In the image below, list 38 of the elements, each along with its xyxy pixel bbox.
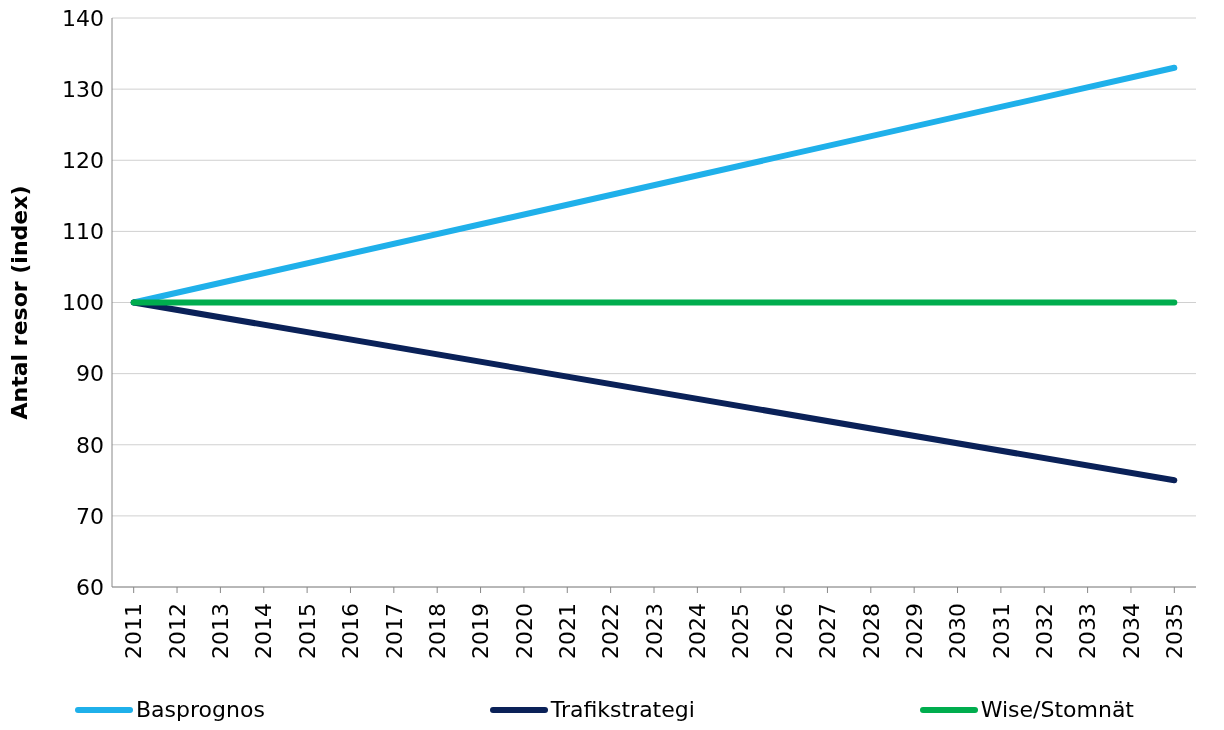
x-tick-label: 2021 xyxy=(554,603,580,659)
x-tick-label: 2030 xyxy=(945,603,971,659)
x-tick-label: 2027 xyxy=(815,603,841,659)
x-tick-label: 2018 xyxy=(424,603,450,659)
y-tick-label: 120 xyxy=(62,148,104,174)
x-tick-label: 2024 xyxy=(685,603,711,659)
y-tick-label: 100 xyxy=(62,290,104,316)
x-tick-label: 2022 xyxy=(598,603,624,659)
x-tick-label: 2016 xyxy=(338,603,364,659)
x-tick-label: 2017 xyxy=(381,603,407,659)
y-tick-label: 80 xyxy=(76,432,104,458)
x-tick-label: 2031 xyxy=(988,603,1014,659)
x-tick-label: 2035 xyxy=(1162,603,1188,659)
x-tick-label: 2012 xyxy=(164,603,190,659)
y-tick-label: 130 xyxy=(62,76,104,102)
x-tick-label: 2011 xyxy=(121,603,147,659)
x-tick-label: 2013 xyxy=(208,603,234,659)
y-tick-label: 60 xyxy=(76,574,104,600)
y-tick-label: 90 xyxy=(76,361,104,387)
legend-label: Trafikstrategi xyxy=(550,697,695,722)
x-tick-label: 2029 xyxy=(901,603,927,659)
x-tick-label: 2020 xyxy=(511,603,537,659)
legend-label: Basprognos xyxy=(136,697,265,722)
legend-label: Wise/Stomnät xyxy=(980,697,1134,722)
x-tick-label: 2032 xyxy=(1031,603,1057,659)
x-tick-label: 2034 xyxy=(1118,603,1144,659)
x-tick-label: 2023 xyxy=(641,603,667,659)
y-tick-label: 70 xyxy=(76,503,104,529)
x-tick-label: 2028 xyxy=(858,603,884,659)
x-tick-label: 2019 xyxy=(468,603,494,659)
x-tick-label: 2026 xyxy=(771,603,797,659)
x-tick-label: 2025 xyxy=(728,603,754,659)
y-axis-title: Antal resor (index) xyxy=(6,185,32,420)
x-tick-label: 2033 xyxy=(1075,603,1101,659)
y-tick-label: 140 xyxy=(62,5,104,31)
x-tick-label: 2015 xyxy=(294,603,320,659)
x-tick-label: 2014 xyxy=(251,603,277,659)
y-tick-label: 110 xyxy=(62,219,104,245)
